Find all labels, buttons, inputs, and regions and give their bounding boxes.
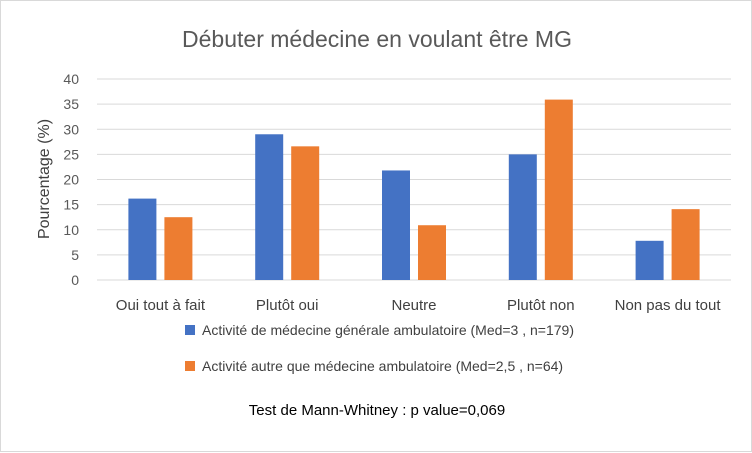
bar-series-2-3 [418, 225, 446, 280]
y-axis-label: Pourcentage (%) [36, 119, 53, 239]
bar-series-2-2 [291, 146, 320, 280]
chart-title: Débuter médecine en voulant être MG [182, 26, 572, 52]
statistical-test-note: Test de Mann-Whitney : p value=0,069 [249, 402, 505, 419]
gridlines [97, 78, 731, 281]
legend-label-1: Activité de médecine générale ambulatoir… [202, 322, 574, 338]
y-tick-label: 5 [71, 247, 79, 263]
x-tick-label: Plutôt oui [256, 297, 319, 314]
x-tick-label: Oui tout à fait [116, 297, 206, 314]
y-tick-label: 0 [71, 272, 79, 288]
y-tick-label: 30 [63, 121, 79, 137]
bar-series-2-1 [164, 217, 193, 280]
bar-series-1-5 [635, 240, 664, 280]
legend-swatch-2 [185, 361, 195, 371]
y-tick-label: 20 [63, 172, 79, 188]
x-tick-label: Non pas du tout [615, 297, 722, 314]
legend-label-2: Activité autre que médecine ambulatoire … [202, 358, 563, 374]
bar-series-1-3 [382, 170, 410, 280]
bar-series-1-2 [255, 134, 284, 280]
bar-series-2-4 [544, 99, 573, 280]
x-tick-label: Plutôt non [507, 297, 575, 314]
legend-swatch-1 [185, 325, 195, 335]
bar-series-1-4 [508, 154, 537, 280]
y-tick-label: 25 [63, 146, 79, 162]
x-tick-label: Neutre [391, 297, 436, 314]
y-tick-label: 15 [63, 197, 79, 213]
x-tick-labels: Oui tout à fait Plutôt oui Neutre Plutôt no… [116, 297, 722, 314]
bar-series-2-5 [671, 209, 700, 280]
y-tick-label: 10 [63, 222, 79, 238]
y-tick-label: 35 [63, 96, 79, 112]
legend: Activité de médecine générale ambulatoir… [185, 322, 574, 374]
y-tick-label: 40 [63, 71, 79, 87]
bars [128, 99, 700, 280]
bar-series-1-1 [128, 198, 157, 280]
y-tick-labels: 0 5 10 15 20 25 30 35 40 [63, 71, 79, 288]
